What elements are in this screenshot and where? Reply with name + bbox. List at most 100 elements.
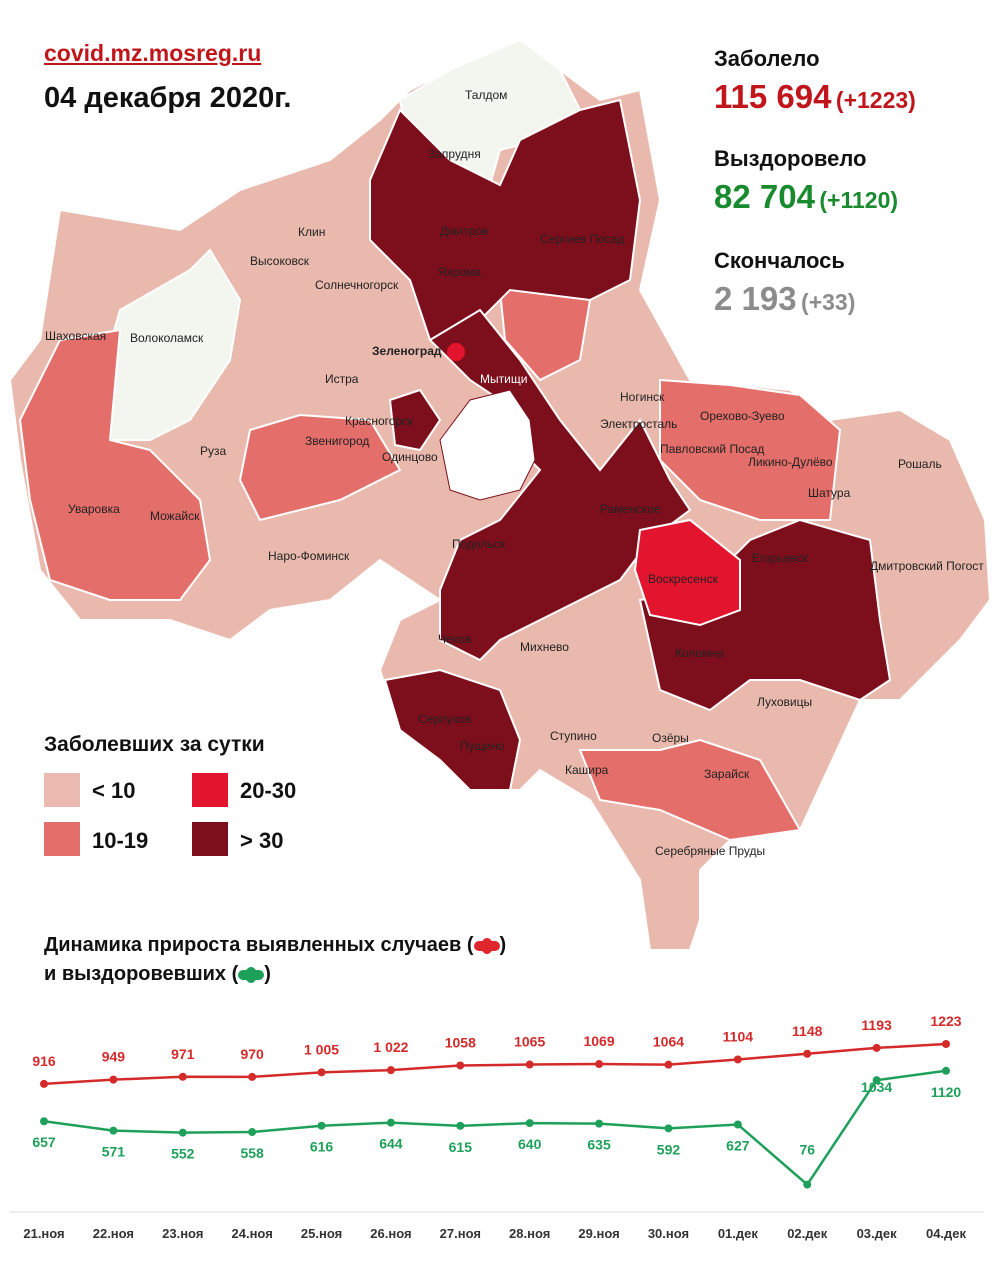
map-city-label: Зарайск: [704, 767, 750, 781]
recovered-data-point: [525, 1119, 534, 1128]
x-tick-label: 30.ноя: [648, 1226, 689, 1241]
report-date: 04 декабря 2020г.: [44, 82, 292, 114]
cases-data-label: 1065: [514, 1034, 545, 1050]
chart-title-line2: и выздоровевших (): [44, 963, 271, 986]
map-city-label: Ногинск: [620, 390, 665, 404]
cases-data-label: 1104: [723, 1028, 754, 1044]
recovered-data-point: [872, 1076, 881, 1085]
map-city-label: Высоковск: [250, 254, 310, 268]
map-city-label: Серпухов: [418, 712, 471, 726]
recovered-data-label: 657: [32, 1134, 56, 1150]
died-value: 2 193: [714, 280, 797, 317]
legend-title: Заболевших за сутки: [44, 733, 265, 756]
map-city-label: Наро-Фоминск: [268, 549, 350, 563]
map-city-label: Звенигород: [305, 434, 369, 448]
x-tick-label: 23.ноя: [162, 1226, 203, 1241]
map-city-label: Волоколамск: [130, 331, 204, 345]
cases-data-point: [872, 1043, 881, 1052]
map-zone-serpukhov: [383, 668, 522, 791]
chart-title-text2: и выздоровевших (: [44, 963, 239, 985]
recovered-stat: 82 704 (+1120): [714, 178, 898, 216]
recovered-data-label: 635: [587, 1137, 611, 1153]
cases-data-point: [595, 1060, 604, 1069]
cases-data-point: [178, 1072, 187, 1081]
cases-legend-marker: [473, 937, 500, 954]
x-tick-label: 28.ноя: [509, 1226, 550, 1241]
region-map: Талдом Запрудня Дмитров Яхрома Сергиев П…: [8, 38, 992, 951]
map-city-label: Дмитров: [440, 224, 488, 238]
recovered-data-label: 640: [518, 1136, 542, 1152]
cases-data-label: 1193: [861, 1017, 892, 1033]
recovered-data-point: [595, 1119, 604, 1128]
map-zone-kolomna: [638, 518, 892, 712]
map-zone-kashira: [578, 738, 802, 842]
dynamics-line-chart: 916 949 971 970 1 005 1 022 1058 1065 1069 1064 11…: [10, 1013, 984, 1241]
map-city-labels: Талдом Запрудня Дмитров Яхрома Сергиев П…: [45, 88, 984, 858]
cases-data-point: [525, 1060, 534, 1069]
cases-series-line: [43, 1042, 947, 1086]
map-city-label: Ликино-Дулёво: [748, 455, 833, 469]
map-city-label: Подольск: [452, 537, 506, 551]
x-tick-label: 21.ноя: [23, 1226, 64, 1241]
map-zone-krasnogorsk: [388, 388, 442, 452]
chart-title-text1: Динамика прироста выявленных случаев (: [44, 934, 474, 956]
map-zone-orekhovo: [659, 378, 842, 521]
cases-data-label: 1 005: [304, 1041, 339, 1057]
recovered-data-label: 1034: [861, 1079, 892, 1095]
map-city-label: Руза: [200, 444, 227, 458]
map-city-label: Серебряные Пруды: [655, 844, 765, 858]
map-city-label: Шатура: [808, 486, 851, 500]
legend-label-gt30: > 30: [240, 828, 284, 853]
cases-data-label: 970: [240, 1046, 264, 1062]
infected-delta: (+1223): [835, 87, 916, 113]
cases-data-label: 916: [32, 1053, 56, 1069]
map-city-label: Раменское: [600, 502, 661, 516]
recovered-data-label: 1120: [931, 1084, 962, 1100]
map-city-label: Зеленоград: [372, 344, 442, 358]
cases-data-point: [386, 1066, 395, 1075]
recovered-data-label: 644: [379, 1136, 403, 1152]
cases-data-point: [803, 1049, 812, 1058]
map-city-label: Воскресенск: [648, 572, 719, 586]
recovered-data-label: 627: [726, 1138, 750, 1154]
recovered-data-point: [109, 1126, 118, 1135]
recovered-data-label: 76: [799, 1142, 815, 1158]
x-tick-label: 03.дек: [857, 1226, 898, 1241]
cases-data-point: [664, 1060, 673, 1069]
died-delta: (+33): [801, 289, 856, 315]
recovered-data-point: [456, 1121, 465, 1130]
legend-swatch-gt30: [192, 822, 228, 856]
x-tick-label: 27.ноя: [440, 1226, 481, 1241]
cases-data-point: [40, 1079, 48, 1088]
recovered-data-label: 616: [310, 1139, 334, 1155]
map-city-label: Ступино: [550, 729, 597, 743]
cases-data-point: [248, 1072, 257, 1081]
map-city-label: Красногорск: [345, 414, 414, 428]
recovered-label: Выздоровело: [714, 146, 867, 171]
source-link[interactable]: covid.mz.mosreg.ru: [44, 40, 262, 66]
cases-data-label: 1223: [930, 1013, 961, 1029]
map-zone-voskresensk: [633, 518, 741, 627]
map-city-label: Озёры: [652, 731, 689, 745]
x-tick-label: 24.ноя: [232, 1226, 273, 1241]
map-city-label: Коломна: [675, 646, 724, 660]
cases-data-label: 1064: [653, 1034, 684, 1050]
x-tick-label: 26.ноя: [370, 1226, 411, 1241]
map-city-label: Сергиев Посад: [540, 232, 624, 246]
recovered-data-label: 552: [171, 1146, 195, 1162]
recovered-data-point: [664, 1124, 673, 1133]
cases-data-point: [317, 1068, 326, 1077]
infected-label: Заболело: [714, 46, 820, 71]
died-stat: 2 193 (+33): [714, 280, 855, 318]
recovered-data-point: [40, 1117, 48, 1126]
cases-data-point: [109, 1075, 118, 1084]
map-city-label: Михнево: [520, 640, 569, 654]
x-tick-label: 25.ноя: [301, 1226, 342, 1241]
recovered-series-line: [43, 1069, 947, 1187]
recovered-data-label: 592: [657, 1141, 681, 1157]
map-city-label: Шаховская: [45, 329, 106, 343]
recovered-data-point: [248, 1128, 257, 1137]
recovered-data-point: [942, 1066, 950, 1075]
map-city-label: Рошаль: [898, 457, 942, 471]
map-city-label: Орехово-Зуево: [700, 409, 785, 423]
